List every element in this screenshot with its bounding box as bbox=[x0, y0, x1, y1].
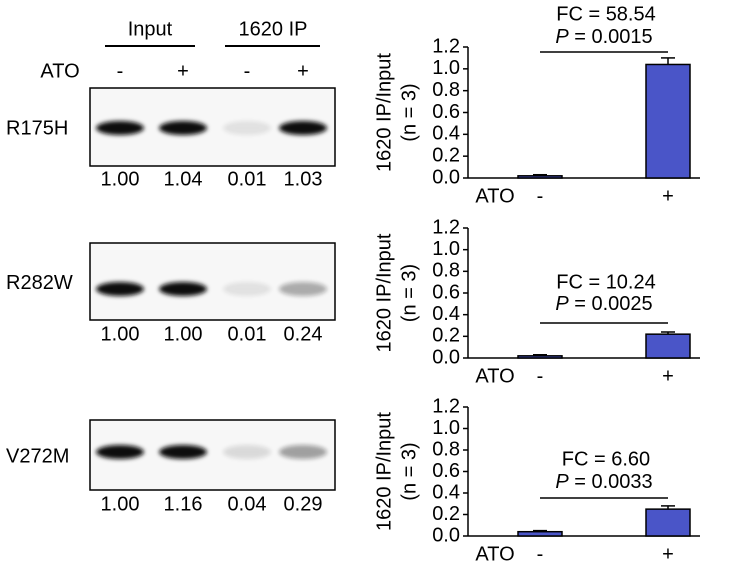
y-tick-label: 1.2 bbox=[432, 216, 460, 238]
row-label: R282W bbox=[6, 272, 73, 294]
y-tick-label: 0.6 bbox=[432, 101, 460, 123]
y-tick-label: 0.8 bbox=[432, 79, 460, 101]
x-tick-label: + bbox=[662, 365, 674, 387]
row-label: V272M bbox=[6, 445, 69, 467]
bar bbox=[517, 355, 563, 359]
bar bbox=[645, 63, 691, 179]
band bbox=[159, 121, 207, 135]
y-tick-label: 0.8 bbox=[432, 438, 460, 460]
y-tick-label: 0.8 bbox=[432, 260, 460, 282]
blot-frame bbox=[89, 242, 336, 321]
y-tick-label: 0.2 bbox=[432, 503, 460, 525]
y-tick-label: 1.2 bbox=[432, 395, 460, 417]
y-axis-note: (n = 3) bbox=[398, 83, 420, 141]
p-value: P = 0.0015 bbox=[555, 26, 652, 48]
group-label: 1620 IP bbox=[239, 18, 308, 40]
y-tick-label: 0.2 bbox=[432, 144, 460, 166]
fold-change: FC = 10.24 bbox=[556, 271, 656, 293]
fold-change: FC = 58.54 bbox=[556, 3, 656, 25]
quantification: 1.04 bbox=[164, 168, 203, 190]
y-tick-label: 0.4 bbox=[432, 123, 460, 145]
quantification: 0.01 bbox=[228, 323, 267, 345]
p-symbol: P bbox=[555, 26, 569, 48]
lane-sign: + bbox=[177, 60, 189, 82]
quantification: 0.04 bbox=[228, 493, 267, 515]
bar-chart: 1620 IP/Input (n = 3) 0.00.20.40.60.81.01.… bbox=[373, 395, 700, 565]
band bbox=[279, 121, 327, 135]
y-axis-label: 1620 IP/Input bbox=[373, 412, 395, 531]
x-tick-label: + bbox=[662, 543, 674, 565]
y-axis-label: 1620 IP/Input bbox=[373, 53, 395, 172]
x-tick-label: - bbox=[537, 185, 544, 207]
quantification: 1.03 bbox=[284, 168, 323, 190]
y-tick-label: 1.0 bbox=[432, 238, 460, 260]
p-value: P = 0.0033 bbox=[555, 471, 652, 493]
quantification: 1.00 bbox=[101, 323, 140, 345]
y-tick-label: 1.0 bbox=[432, 417, 460, 439]
band bbox=[279, 282, 327, 296]
bar bbox=[517, 175, 563, 179]
x-tick-label: - bbox=[537, 365, 544, 387]
band bbox=[279, 445, 327, 459]
band bbox=[96, 121, 144, 135]
p-value: P = 0.0025 bbox=[555, 293, 652, 315]
quantification: 0.29 bbox=[284, 493, 323, 515]
quantification: 1.00 bbox=[164, 323, 203, 345]
y-tick-label: 1.0 bbox=[432, 57, 460, 79]
band bbox=[223, 282, 271, 296]
band bbox=[159, 445, 207, 459]
lane-sign: - bbox=[117, 60, 124, 82]
fold-change: FC = 6.60 bbox=[562, 448, 650, 470]
quantification: 1.00 bbox=[101, 168, 140, 190]
p-symbol: P bbox=[555, 293, 569, 315]
band bbox=[96, 282, 144, 296]
p-text: = 0.0025 bbox=[569, 293, 653, 315]
bar-chart: 1620 IP/Input (n = 3) 0.00.20.40.60.81.01.… bbox=[373, 3, 700, 207]
band bbox=[96, 445, 144, 459]
y-tick-label: 0.2 bbox=[432, 325, 460, 347]
quantification: 0.01 bbox=[228, 168, 267, 190]
p-text: = 0.0033 bbox=[569, 471, 653, 493]
x-axis-label: ATO bbox=[475, 365, 514, 387]
row-label: R175H bbox=[6, 117, 68, 139]
quantification: 0.24 bbox=[284, 323, 323, 345]
x-tick-label: - bbox=[537, 543, 544, 565]
y-tick-label: 0.0 bbox=[432, 346, 460, 368]
band bbox=[159, 282, 207, 296]
bar bbox=[645, 508, 691, 537]
lane-sign: + bbox=[297, 60, 309, 82]
y-tick-label: 0.6 bbox=[432, 281, 460, 303]
y-tick-label: 0.0 bbox=[432, 166, 460, 188]
y-axis-note: (n = 3) bbox=[398, 442, 420, 500]
y-axis-note: (n = 3) bbox=[398, 264, 420, 322]
x-axis-label: ATO bbox=[475, 543, 514, 565]
lane-sign: - bbox=[244, 60, 251, 82]
band bbox=[223, 121, 271, 135]
bar bbox=[645, 333, 691, 359]
y-tick-label: 1.2 bbox=[432, 35, 460, 57]
y-tick-label: 0.4 bbox=[432, 303, 460, 325]
x-axis-label: ATO bbox=[475, 185, 514, 207]
treatment-label: ATO bbox=[40, 60, 79, 82]
group-label: Input bbox=[128, 18, 173, 40]
band bbox=[223, 445, 271, 459]
quantification: 1.16 bbox=[164, 493, 203, 515]
quantification: 1.00 bbox=[101, 493, 140, 515]
y-tick-label: 0.4 bbox=[432, 481, 460, 503]
y-tick-label: 0.0 bbox=[432, 524, 460, 546]
y-axis-label: 1620 IP/Input bbox=[373, 233, 395, 352]
bar bbox=[517, 530, 563, 537]
bar-chart: 1620 IP/Input (n = 3) 0.00.20.40.60.81.01.… bbox=[373, 216, 700, 387]
p-text: = 0.0015 bbox=[569, 26, 653, 48]
x-tick-label: + bbox=[662, 185, 674, 207]
y-tick-label: 0.6 bbox=[432, 460, 460, 482]
p-symbol: P bbox=[555, 471, 569, 493]
